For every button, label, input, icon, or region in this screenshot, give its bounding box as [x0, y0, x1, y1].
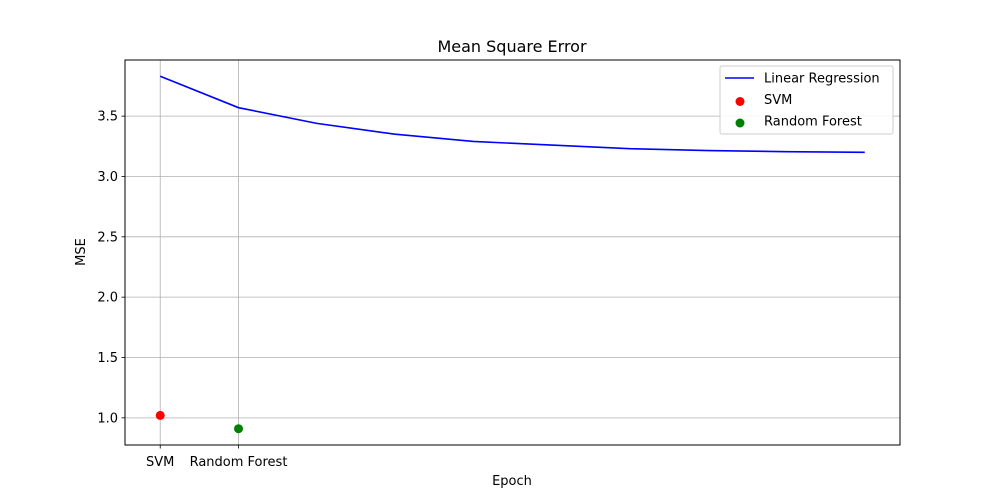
y-tick-label: 3.0 [97, 170, 118, 185]
y-tick-label: 2.0 [97, 291, 118, 306]
plot-frame [124, 59, 901, 446]
scatter-point-svm [155, 410, 165, 420]
y-tick-label: 1.5 [97, 351, 118, 366]
ticks: 1.0 1.5 2.0 2.5 3.0 3.5 SVM Random Forest [97, 110, 287, 470]
x-axis-label: Epoch [492, 474, 532, 489]
legend-label: Random Forest [764, 115, 862, 130]
y-axis-label: MSE [74, 238, 89, 266]
legend-marker-dot [735, 118, 745, 128]
chart-title: Mean Square Error [437, 37, 587, 56]
legend-label: Linear Regression [764, 72, 880, 87]
legend-label: SVM [764, 93, 792, 108]
y-tick-label: 2.5 [97, 230, 118, 245]
legend-box [719, 65, 894, 135]
x-tick-label: SVM [146, 455, 174, 470]
series-layer [155, 75, 865, 434]
legend-marker-dot [735, 97, 745, 106]
scatter-point-random-forest [234, 424, 244, 434]
legend: Linear Regression SVM Random Forest [719, 65, 894, 135]
y-tick-label: 1.0 [97, 411, 118, 426]
x-tick-label: Random Forest [190, 455, 288, 470]
y-tick-label: 3.5 [97, 110, 118, 125]
series-line-linear-regression [159, 75, 865, 154]
